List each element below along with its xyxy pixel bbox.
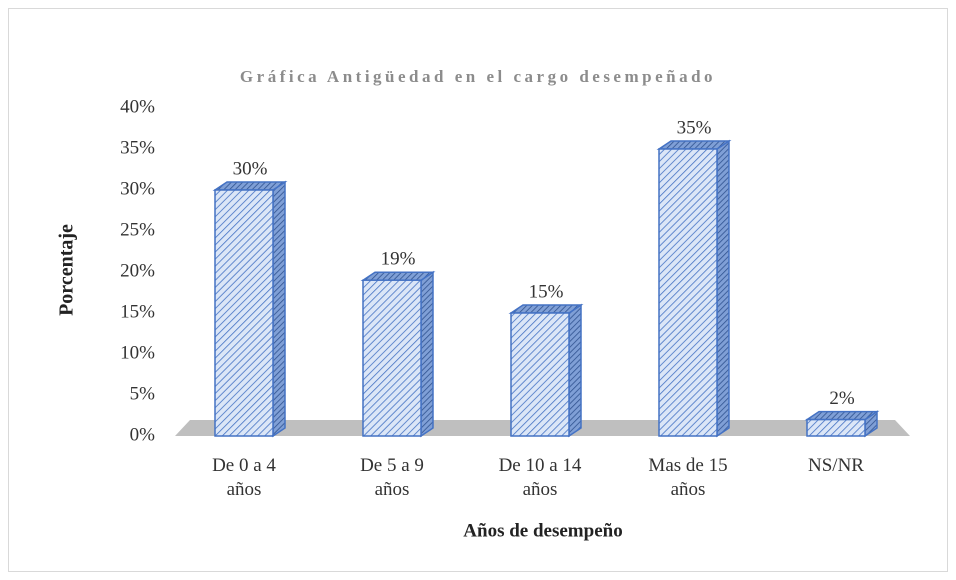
- bar-top: [212, 181, 288, 191]
- data-label: 15%: [529, 281, 564, 302]
- bar-top: [360, 271, 436, 281]
- y-axis-title: Porcentaje: [56, 224, 78, 316]
- data-label: 2%: [829, 388, 855, 409]
- bar-side: [420, 270, 434, 438]
- bar: [362, 279, 422, 437]
- chart-title: Gráfica Antigüedad en el cargo desempeña…: [240, 67, 716, 86]
- data-label: 19%: [381, 249, 416, 270]
- x-tick-label: Mas de 15 años: [648, 455, 728, 500]
- y-tick-label: 20%: [120, 260, 155, 281]
- y-tick-label: 30%: [120, 178, 155, 199]
- y-tick-label: 15%: [120, 301, 155, 322]
- y-tick-label: 5%: [130, 383, 156, 404]
- bar: [806, 418, 866, 437]
- data-label: 35%: [677, 117, 712, 138]
- bar: [658, 148, 718, 437]
- bar-top: [804, 410, 880, 421]
- x-tick-label: De 0 a 4 años: [212, 455, 276, 500]
- bar: [510, 312, 570, 437]
- data-label: 30%: [233, 158, 268, 179]
- y-tick-label: 10%: [120, 342, 155, 363]
- bar-top: [656, 140, 732, 150]
- chart-border: [8, 8, 948, 572]
- y-tick-label: 0%: [130, 424, 156, 445]
- x-tick-label: De 10 a 14 años: [498, 455, 582, 500]
- bar-side: [568, 303, 582, 438]
- x-axis-title: Años de desempeño: [463, 520, 622, 541]
- x-tick-label: De 5 a 9 años: [360, 455, 424, 500]
- bar-side: [272, 180, 286, 438]
- y-tick-label: 40%: [120, 96, 155, 117]
- y-tick-label: 35%: [120, 137, 155, 158]
- bar-side: [716, 139, 730, 438]
- x-tick-label: NS/NR: [808, 455, 864, 476]
- bar-top: [508, 304, 584, 314]
- y-tick-label: 25%: [120, 219, 155, 240]
- bar: [214, 189, 274, 437]
